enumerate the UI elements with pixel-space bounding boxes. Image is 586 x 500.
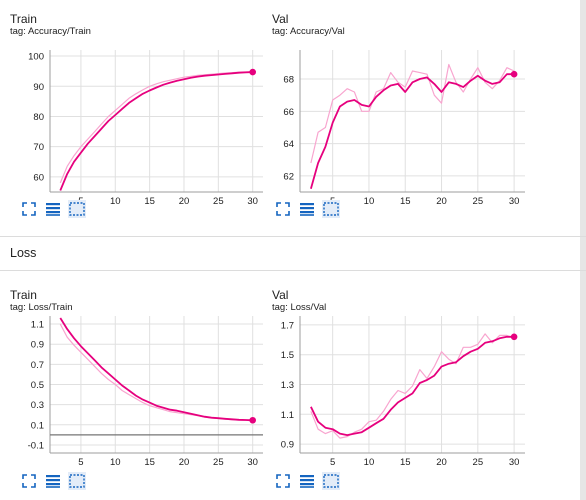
y-tick-label: 1.7 <box>281 320 294 331</box>
y-tick-label: 66 <box>283 107 294 118</box>
page-scrollbar[interactable] <box>580 0 586 500</box>
card-tag: tag: Loss/Train <box>10 302 73 313</box>
fullscreen-icon[interactable] <box>20 472 38 490</box>
card-toolbar <box>20 472 92 490</box>
y-tick-label: -0.1 <box>28 440 44 451</box>
section-title-loss[interactable]: Loss <box>10 246 37 260</box>
chart-accuracy-train[interactable]: 5101520253060708090100 <box>10 12 265 207</box>
fit-domain-icon[interactable] <box>322 472 340 490</box>
y-tick-label: 1.1 <box>31 320 44 331</box>
y-tick-label: 0.9 <box>31 340 44 351</box>
x-tick-label: 15 <box>400 457 411 468</box>
x-tick-label: 20 <box>179 457 190 468</box>
x-tick-label: 25 <box>473 457 484 468</box>
section-divider <box>0 270 586 271</box>
x-tick-label: 10 <box>110 457 121 468</box>
series-end-point <box>510 70 518 78</box>
fullscreen-icon[interactable] <box>20 200 38 218</box>
chart-loss-val[interactable]: 5 10 15 20 25 30 0.9 1.1 1.3 1.5 1.7 <box>272 288 527 468</box>
x-tick-label: 20 <box>436 196 447 207</box>
y-tick-label: 70 <box>33 142 44 153</box>
y-tick-label: 80 <box>33 112 44 123</box>
y-tick-label: 90 <box>33 82 44 93</box>
x-tick-label: 25 <box>473 196 484 207</box>
chart-card-loss-val: Val tag: Loss/Val 5 10 15 20 25 30 0.9 1.1 1.3 1.… <box>272 288 527 498</box>
series-line-smoothed <box>59 71 253 191</box>
fit-domain-icon[interactable] <box>68 472 86 490</box>
chart-card-accuracy-train: Train tag: Accuracy/Train 51015202530607… <box>10 12 265 222</box>
series-line-smoothed <box>59 317 253 422</box>
fit-domain-icon[interactable] <box>322 200 340 218</box>
y-tick-label: 62 <box>283 171 294 182</box>
x-tick-label: 15 <box>400 196 411 207</box>
y-tick-label: 0.7 <box>31 360 44 371</box>
x-tick-label: 25 <box>213 457 224 468</box>
series-end-point <box>510 333 518 341</box>
x-tick-label: 5 <box>330 457 335 468</box>
card-title: Train <box>10 288 37 302</box>
y-tick-label: 68 <box>283 75 294 86</box>
x-tick-label: 15 <box>144 196 155 207</box>
y-tick-label: 1.5 <box>281 350 294 361</box>
series-line-smoothed <box>310 335 515 437</box>
chart-accuracy-val[interactable]: 5101520253062646668 <box>272 12 527 207</box>
y-tick-label: 0.9 <box>281 440 294 451</box>
y-tick-label: 100 <box>28 52 44 63</box>
card-title: Train <box>10 12 37 26</box>
y-tick-label: 0.5 <box>31 380 44 391</box>
y-tick-label: 0.3 <box>31 400 44 411</box>
card-tag: tag: Accuracy/Val <box>272 26 345 37</box>
section-divider <box>0 236 586 237</box>
card-title: Val <box>272 288 289 302</box>
data-table-icon[interactable] <box>298 200 316 218</box>
series-end-point <box>249 416 256 424</box>
series-line-raw <box>310 63 515 164</box>
data-table-icon[interactable] <box>44 200 62 218</box>
card-toolbar <box>20 200 92 218</box>
fullscreen-icon[interactable] <box>274 472 292 490</box>
series-line-raw <box>310 333 515 439</box>
x-tick-label: 30 <box>247 457 258 468</box>
data-table-icon[interactable] <box>44 472 62 490</box>
y-tick-label: 1.1 <box>281 410 294 421</box>
card-tag: tag: Accuracy/Train <box>10 26 91 37</box>
x-tick-label: 10 <box>364 196 375 207</box>
card-title: Val <box>272 12 289 26</box>
x-tick-label: 30 <box>247 196 258 207</box>
data-table-icon[interactable] <box>298 472 316 490</box>
card-toolbar <box>274 200 346 218</box>
x-tick-label: 25 <box>213 196 224 207</box>
y-tick-label: 64 <box>283 139 294 150</box>
x-tick-label: 10 <box>110 196 121 207</box>
chart-card-accuracy-val: Val tag: Accuracy/Val 510152025306264666… <box>272 12 527 222</box>
x-tick-label: 30 <box>509 196 520 207</box>
card-toolbar <box>274 472 346 490</box>
y-tick-label: 0.1 <box>31 420 44 431</box>
x-tick-label: 10 <box>364 457 375 468</box>
x-tick-label: 15 <box>144 457 155 468</box>
x-tick-label: 20 <box>436 457 447 468</box>
card-tag: tag: Loss/Val <box>272 302 327 313</box>
y-tick-label: 1.3 <box>281 380 294 391</box>
y-tick-label: 60 <box>33 172 44 183</box>
chart-loss-train[interactable]: 5 10 15 20 25 30 -0.1 0.1 0.3 0.5 0.7 0.9 1.1 <box>10 288 265 468</box>
x-tick-label: 5 <box>78 457 83 468</box>
x-tick-label: 20 <box>179 196 190 207</box>
chart-card-loss-train: Train tag: Loss/Train 5 10 15 20 25 30 -0.1 0.1… <box>10 288 265 498</box>
fit-domain-icon[interactable] <box>68 200 86 218</box>
x-tick-label: 30 <box>509 457 520 468</box>
fullscreen-icon[interactable] <box>274 200 292 218</box>
series-end-point <box>249 68 256 76</box>
series-line-smoothed <box>310 73 515 190</box>
